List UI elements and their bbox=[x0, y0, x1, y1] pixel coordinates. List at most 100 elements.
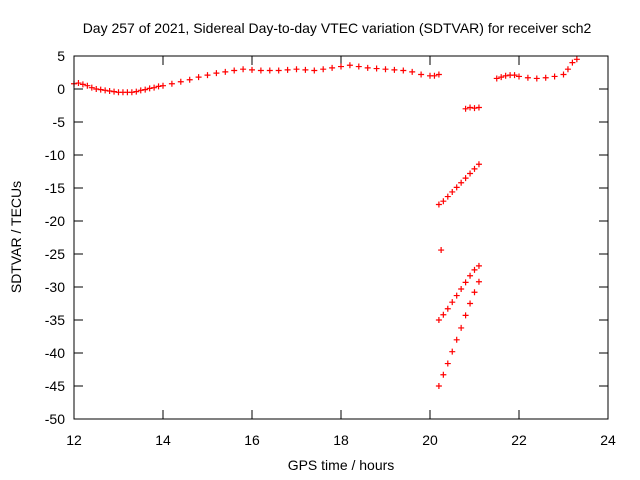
data-point bbox=[573, 56, 580, 63]
y-tick-label: -45 bbox=[45, 378, 65, 394]
data-point bbox=[438, 247, 445, 254]
data-point bbox=[160, 82, 166, 89]
x-tick-label: 14 bbox=[155, 432, 171, 448]
data-point bbox=[569, 59, 576, 66]
data-point bbox=[137, 87, 144, 94]
data-point bbox=[462, 175, 469, 182]
data-point bbox=[560, 71, 567, 78]
data-point bbox=[458, 285, 465, 292]
x-tick-label: 16 bbox=[244, 432, 260, 448]
data-point bbox=[435, 201, 442, 208]
data-point bbox=[542, 74, 549, 81]
data-point bbox=[449, 188, 456, 195]
data-point bbox=[195, 74, 202, 81]
data-point bbox=[168, 80, 175, 87]
data-point bbox=[475, 262, 482, 269]
data-point bbox=[435, 383, 442, 389]
data-point bbox=[564, 66, 571, 73]
data-point bbox=[275, 67, 282, 74]
data-point bbox=[511, 72, 518, 79]
data-point bbox=[111, 88, 118, 95]
data-point bbox=[533, 75, 540, 82]
data-point bbox=[524, 74, 531, 81]
plot-frame bbox=[73, 55, 609, 420]
data-point bbox=[440, 371, 447, 378]
data-point bbox=[458, 179, 465, 186]
y-tick-label: 5 bbox=[57, 48, 65, 64]
data-point bbox=[462, 105, 469, 112]
data-point bbox=[444, 193, 451, 200]
data-point bbox=[293, 66, 300, 73]
data-point bbox=[444, 360, 451, 367]
data-point bbox=[186, 76, 193, 83]
data-point bbox=[97, 86, 104, 93]
data-point bbox=[311, 67, 318, 74]
data-points bbox=[71, 56, 580, 389]
data-point bbox=[458, 324, 465, 331]
y-tick-label: -50 bbox=[45, 411, 65, 427]
data-point bbox=[338, 63, 344, 70]
data-point bbox=[266, 67, 273, 74]
data-point bbox=[88, 84, 95, 91]
data-point bbox=[471, 289, 478, 296]
x-tick-label: 20 bbox=[422, 432, 438, 448]
data-point bbox=[249, 66, 255, 73]
data-point bbox=[213, 70, 220, 77]
data-point bbox=[177, 78, 184, 85]
data-point bbox=[467, 300, 474, 307]
y-tick-label: -5 bbox=[53, 114, 66, 130]
data-point bbox=[435, 317, 442, 323]
data-point bbox=[453, 336, 460, 343]
data-point bbox=[231, 67, 238, 74]
y-tick-label: -30 bbox=[45, 279, 65, 295]
data-point bbox=[435, 71, 442, 78]
data-point bbox=[471, 105, 478, 112]
data-point bbox=[355, 63, 362, 70]
data-point bbox=[346, 62, 353, 69]
data-point bbox=[75, 80, 82, 87]
data-point bbox=[444, 305, 451, 312]
y-tick-label: -15 bbox=[45, 180, 65, 196]
data-point bbox=[551, 73, 558, 80]
data-point bbox=[79, 81, 86, 88]
data-point bbox=[257, 67, 264, 74]
data-point bbox=[284, 66, 291, 73]
data-point bbox=[391, 66, 398, 73]
x-axis-ticks: 12 14 16 18 20 22 24 bbox=[66, 56, 616, 448]
data-point bbox=[498, 74, 505, 81]
data-point bbox=[128, 89, 135, 96]
y-tick-label: -20 bbox=[45, 213, 65, 229]
data-point bbox=[146, 85, 153, 92]
y-tick-label: -35 bbox=[45, 312, 65, 328]
data-point bbox=[204, 72, 211, 79]
y-axis-ticks: 5 0 -5 -10 -15 -20 -25 -30 -35 -40 -45 -50 bbox=[45, 48, 608, 427]
data-point bbox=[467, 104, 474, 111]
data-point bbox=[453, 292, 460, 299]
data-point bbox=[106, 87, 113, 94]
data-point bbox=[418, 71, 425, 78]
data-point bbox=[467, 170, 474, 177]
data-point bbox=[84, 82, 91, 89]
data-point bbox=[364, 64, 371, 71]
data-point bbox=[240, 66, 247, 73]
x-tick-label: 24 bbox=[600, 432, 616, 448]
y-tick-label: -25 bbox=[45, 246, 65, 262]
data-point bbox=[382, 66, 389, 73]
data-point bbox=[516, 73, 522, 80]
y-axis-label: SDTVAR / TECUs bbox=[8, 181, 24, 293]
data-point bbox=[471, 266, 478, 273]
data-point bbox=[142, 86, 149, 93]
data-point bbox=[222, 68, 229, 75]
data-point bbox=[449, 299, 456, 306]
data-point bbox=[475, 278, 482, 285]
x-tick-label: 18 bbox=[333, 432, 349, 448]
data-point bbox=[431, 72, 438, 79]
data-point bbox=[475, 104, 482, 111]
x-tick-label: 22 bbox=[511, 432, 527, 448]
data-point bbox=[400, 67, 407, 74]
data-point bbox=[502, 72, 509, 79]
data-point bbox=[373, 65, 380, 72]
data-point bbox=[453, 184, 460, 191]
data-point bbox=[133, 88, 140, 95]
